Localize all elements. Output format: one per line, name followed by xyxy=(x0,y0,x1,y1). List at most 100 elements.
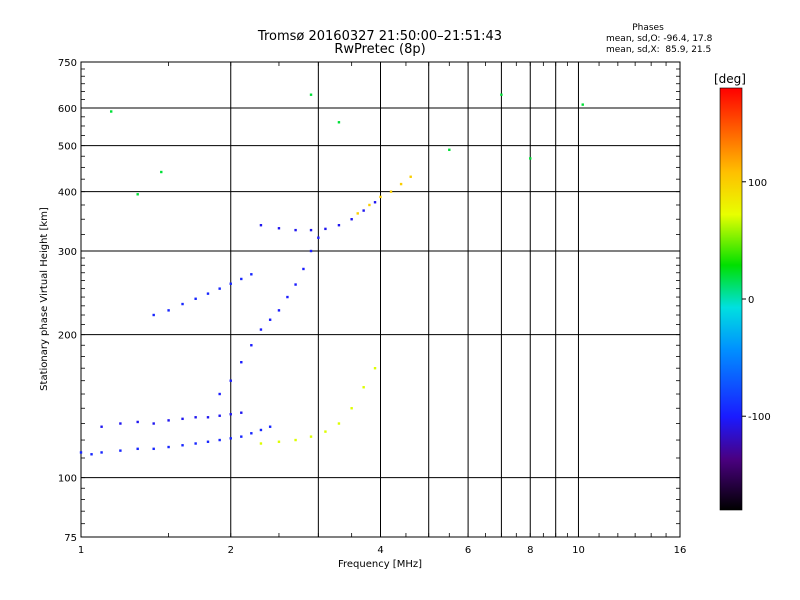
data-point xyxy=(229,437,232,440)
data-point xyxy=(399,182,403,186)
colorbar-tick-label: 100 xyxy=(748,178,767,189)
data-point xyxy=(90,453,93,456)
data-point xyxy=(119,422,122,425)
y-tick-label: 100 xyxy=(58,474,77,485)
data-point xyxy=(356,212,359,215)
data-point xyxy=(324,227,327,231)
phases-legend: Phases mean, sd,O: -96.4, 17.8 mean, sd,… xyxy=(606,23,713,55)
data-point xyxy=(100,451,103,454)
data-point xyxy=(136,447,139,451)
x-tick-label: 1 xyxy=(78,545,84,556)
data-point xyxy=(302,267,305,271)
data-point xyxy=(229,413,232,416)
data-point xyxy=(136,420,139,424)
x-tick-label: 4 xyxy=(377,545,383,556)
y-tick-label: 300 xyxy=(58,247,77,258)
data-point xyxy=(167,419,170,422)
y-tick-label: 75 xyxy=(64,533,77,544)
data-point xyxy=(229,379,232,382)
data-point xyxy=(350,218,353,221)
data-point xyxy=(268,425,272,428)
data-point xyxy=(250,432,253,435)
x-tick-label: 10 xyxy=(572,545,585,556)
y-tick-label: 600 xyxy=(58,104,77,115)
y-tick-label: 750 xyxy=(58,58,77,69)
x-axis-label: Frequency [MHz] xyxy=(338,559,422,570)
data-point xyxy=(218,414,221,417)
data-point xyxy=(119,449,122,452)
data-point xyxy=(136,193,139,196)
data-point xyxy=(218,287,221,290)
data-point xyxy=(152,447,155,451)
data-point xyxy=(181,302,184,306)
data-point xyxy=(529,157,532,160)
data-point xyxy=(581,103,584,106)
chart-subtitle: RwPretec (8p) xyxy=(334,42,425,57)
x-tick-label: 8 xyxy=(527,545,533,556)
data-point xyxy=(337,121,341,124)
data-point xyxy=(240,411,243,414)
data-point xyxy=(194,442,197,445)
data-point xyxy=(294,283,297,286)
data-point xyxy=(362,386,365,389)
data-point xyxy=(389,190,393,193)
chart-title: Tromsø 20160327 21:50:00–21:51:43 xyxy=(257,29,502,44)
data-point xyxy=(259,428,263,432)
data-point xyxy=(194,416,197,419)
data-point xyxy=(206,440,210,443)
phases-legend-title: Phases xyxy=(632,23,664,33)
colorbar-tick-label: -100 xyxy=(748,412,771,423)
phases-legend-o: mean, sd,O: -96.4, 17.8 xyxy=(606,34,713,44)
grid-lines xyxy=(81,62,680,537)
colorbar-ticks: -100 0 100 xyxy=(742,178,771,423)
colorbar-label: [deg] xyxy=(714,72,746,86)
data-point xyxy=(324,430,327,433)
data-point xyxy=(309,435,313,438)
data-point xyxy=(167,309,170,312)
data-point xyxy=(194,297,197,300)
data-point xyxy=(368,203,371,207)
axis-ticks: 1 2 4 6 8 10 16 75 100 200 300 400 500 600 750 xyxy=(58,58,686,556)
data-point xyxy=(218,438,221,442)
data-point xyxy=(409,175,412,178)
data-points xyxy=(79,93,584,456)
data-point xyxy=(268,318,272,321)
data-point xyxy=(259,442,263,445)
data-point xyxy=(240,361,243,364)
data-point xyxy=(294,228,297,232)
data-point xyxy=(309,249,313,253)
data-point xyxy=(79,451,83,454)
data-point xyxy=(350,407,353,410)
data-point xyxy=(100,425,103,428)
data-point xyxy=(259,224,263,227)
data-point xyxy=(373,366,377,370)
data-point xyxy=(218,392,221,396)
data-point xyxy=(277,440,281,443)
data-point xyxy=(309,93,313,96)
data-point xyxy=(167,445,170,449)
data-point xyxy=(250,344,253,347)
data-point xyxy=(152,422,155,425)
y-tick-label: 400 xyxy=(58,188,77,199)
data-point xyxy=(181,444,184,447)
data-point xyxy=(362,209,365,212)
x-tick-label: 2 xyxy=(228,545,234,556)
data-point xyxy=(240,435,243,438)
data-point xyxy=(309,228,313,232)
data-point xyxy=(373,201,377,204)
data-point xyxy=(379,195,382,199)
data-point xyxy=(337,422,341,425)
data-point xyxy=(448,148,451,152)
data-point xyxy=(206,292,210,295)
y-tick-label: 500 xyxy=(58,142,77,153)
data-point xyxy=(250,273,253,276)
y-tick-label: 200 xyxy=(58,331,77,342)
phases-legend-x: mean, sd,X: 85.9, 21.5 xyxy=(606,45,711,55)
data-point xyxy=(500,93,503,96)
x-tick-label: 6 xyxy=(465,545,471,556)
data-point xyxy=(337,224,341,227)
data-point xyxy=(229,282,232,285)
y-axis-label: Stationary phase Virtual Height [km] xyxy=(39,207,50,391)
data-point xyxy=(206,416,210,419)
